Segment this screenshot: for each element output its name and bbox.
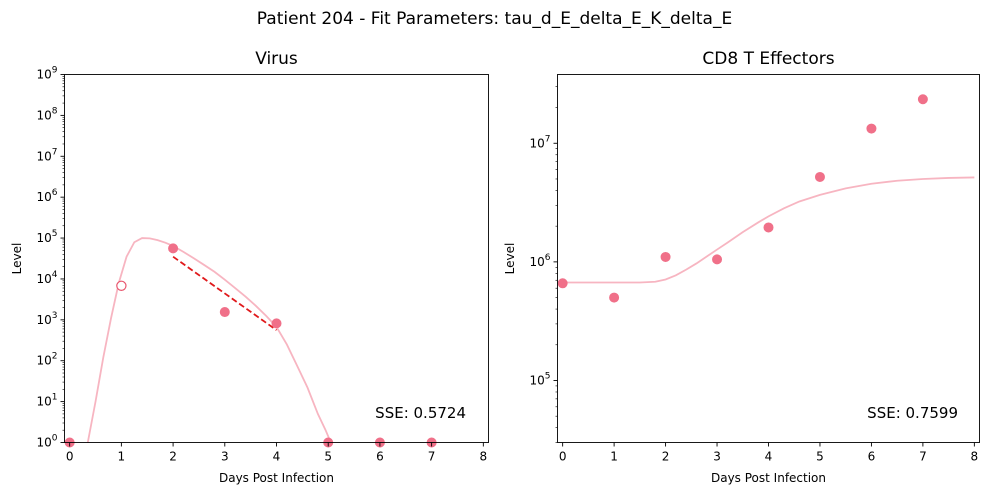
virus-x-tick-label: 3 [221,450,229,464]
virus-trend-line [172,255,278,331]
figure-suptitle: Patient 204 - Fit Parameters: tau_d_E_de… [257,9,732,29]
virus-x-axis-label: Days Post Infection [219,471,334,485]
virus-x-tick-label: 8 [480,450,488,464]
cd8-data-point [557,278,568,289]
virus-panel-title: Virus [255,49,298,69]
cd8-data-point [763,222,774,233]
cd8-x-tick-label: 6 [868,450,876,464]
virus-x-tick-label: 2 [169,450,177,464]
cd8-panel-title: CD8 T Effectors [702,49,834,69]
virus-x-tick-label: 6 [376,450,384,464]
virus-axes-frame [64,74,489,443]
virus-panel: Virus 0 1 2 3 4 5 6 7 8 100 101 102 103 104 105 106 107… [10,49,489,485]
cd8-x-tick-label: 4 [765,450,773,464]
virus-y-tick-label: 104 [36,270,57,286]
cd8-y-tick-label: 107 [529,134,550,150]
cd8-sse-annotation: SSE: 0.7599 [867,404,958,422]
virus-y-tick-label: 100 [36,434,57,450]
virus-y-tick-label: 106 [36,188,57,204]
virus-y-tick-label: 102 [36,352,57,368]
virus-x-tick-label: 5 [324,450,332,464]
virus-x-tick-label: 0 [66,450,74,464]
virus-data-point [168,243,179,254]
virus-x-axis: 0 1 2 3 4 5 6 7 8 [66,442,488,464]
virus-y-axis-label: Level [10,243,24,275]
cd8-y-axis-label: Level [503,243,517,275]
virus-y-tick-label: 108 [36,106,57,122]
cd8-x-tick-label: 2 [662,450,670,464]
cd8-fit-curve [562,176,975,284]
cd8-data-point [609,292,620,303]
cd8-data-point [660,251,671,262]
virus-fit-curve [86,237,332,443]
virus-data-point [271,318,282,329]
cd8-panel: CD8 T Effectors 0 1 2 3 4 5 6 7 8 105 106 107 Days… [503,49,980,485]
virus-y-tick-label: 107 [36,147,57,163]
cd8-data-point [712,254,723,265]
virus-x-tick-label: 1 [118,450,126,464]
cd8-x-tick-label: 7 [919,450,927,464]
cd8-x-tick-label: 0 [559,450,567,464]
cd8-data-point [866,123,877,134]
virus-y-tick-label: 101 [36,393,57,409]
virus-x-tick-label: 7 [428,450,436,464]
cd8-x-tick-label: 5 [816,450,824,464]
cd8-x-tick-label: 1 [610,450,618,464]
cd8-x-tick-label: 3 [713,450,721,464]
cd8-x-tick-label: 8 [971,450,979,464]
virus-y-tick-label: 103 [36,311,57,327]
cd8-x-axis-label: Days Post Infection [711,471,826,485]
cd8-x-axis: 0 1 2 3 4 5 6 7 8 [559,442,979,464]
virus-y-tick-label: 109 [36,66,57,82]
cd8-axes-frame [557,74,980,443]
virus-y-tick-label: 105 [36,229,57,245]
virus-x-tick-label: 4 [273,450,281,464]
virus-sse-annotation: SSE: 0.5724 [375,404,466,422]
virus-y-axis: 100 101 102 103 104 105 106 107 108 109 [36,66,65,450]
cd8-plot-area [557,94,975,303]
cd8-data-point [917,94,928,105]
cd8-y-axis: 105 106 107 [529,86,558,443]
virus-open-data-point [116,280,127,291]
cd8-y-tick-label: 106 [529,253,550,269]
cd8-y-tick-label: 105 [529,371,550,387]
cd8-data-point [814,171,825,182]
virus-data-point [219,307,230,318]
